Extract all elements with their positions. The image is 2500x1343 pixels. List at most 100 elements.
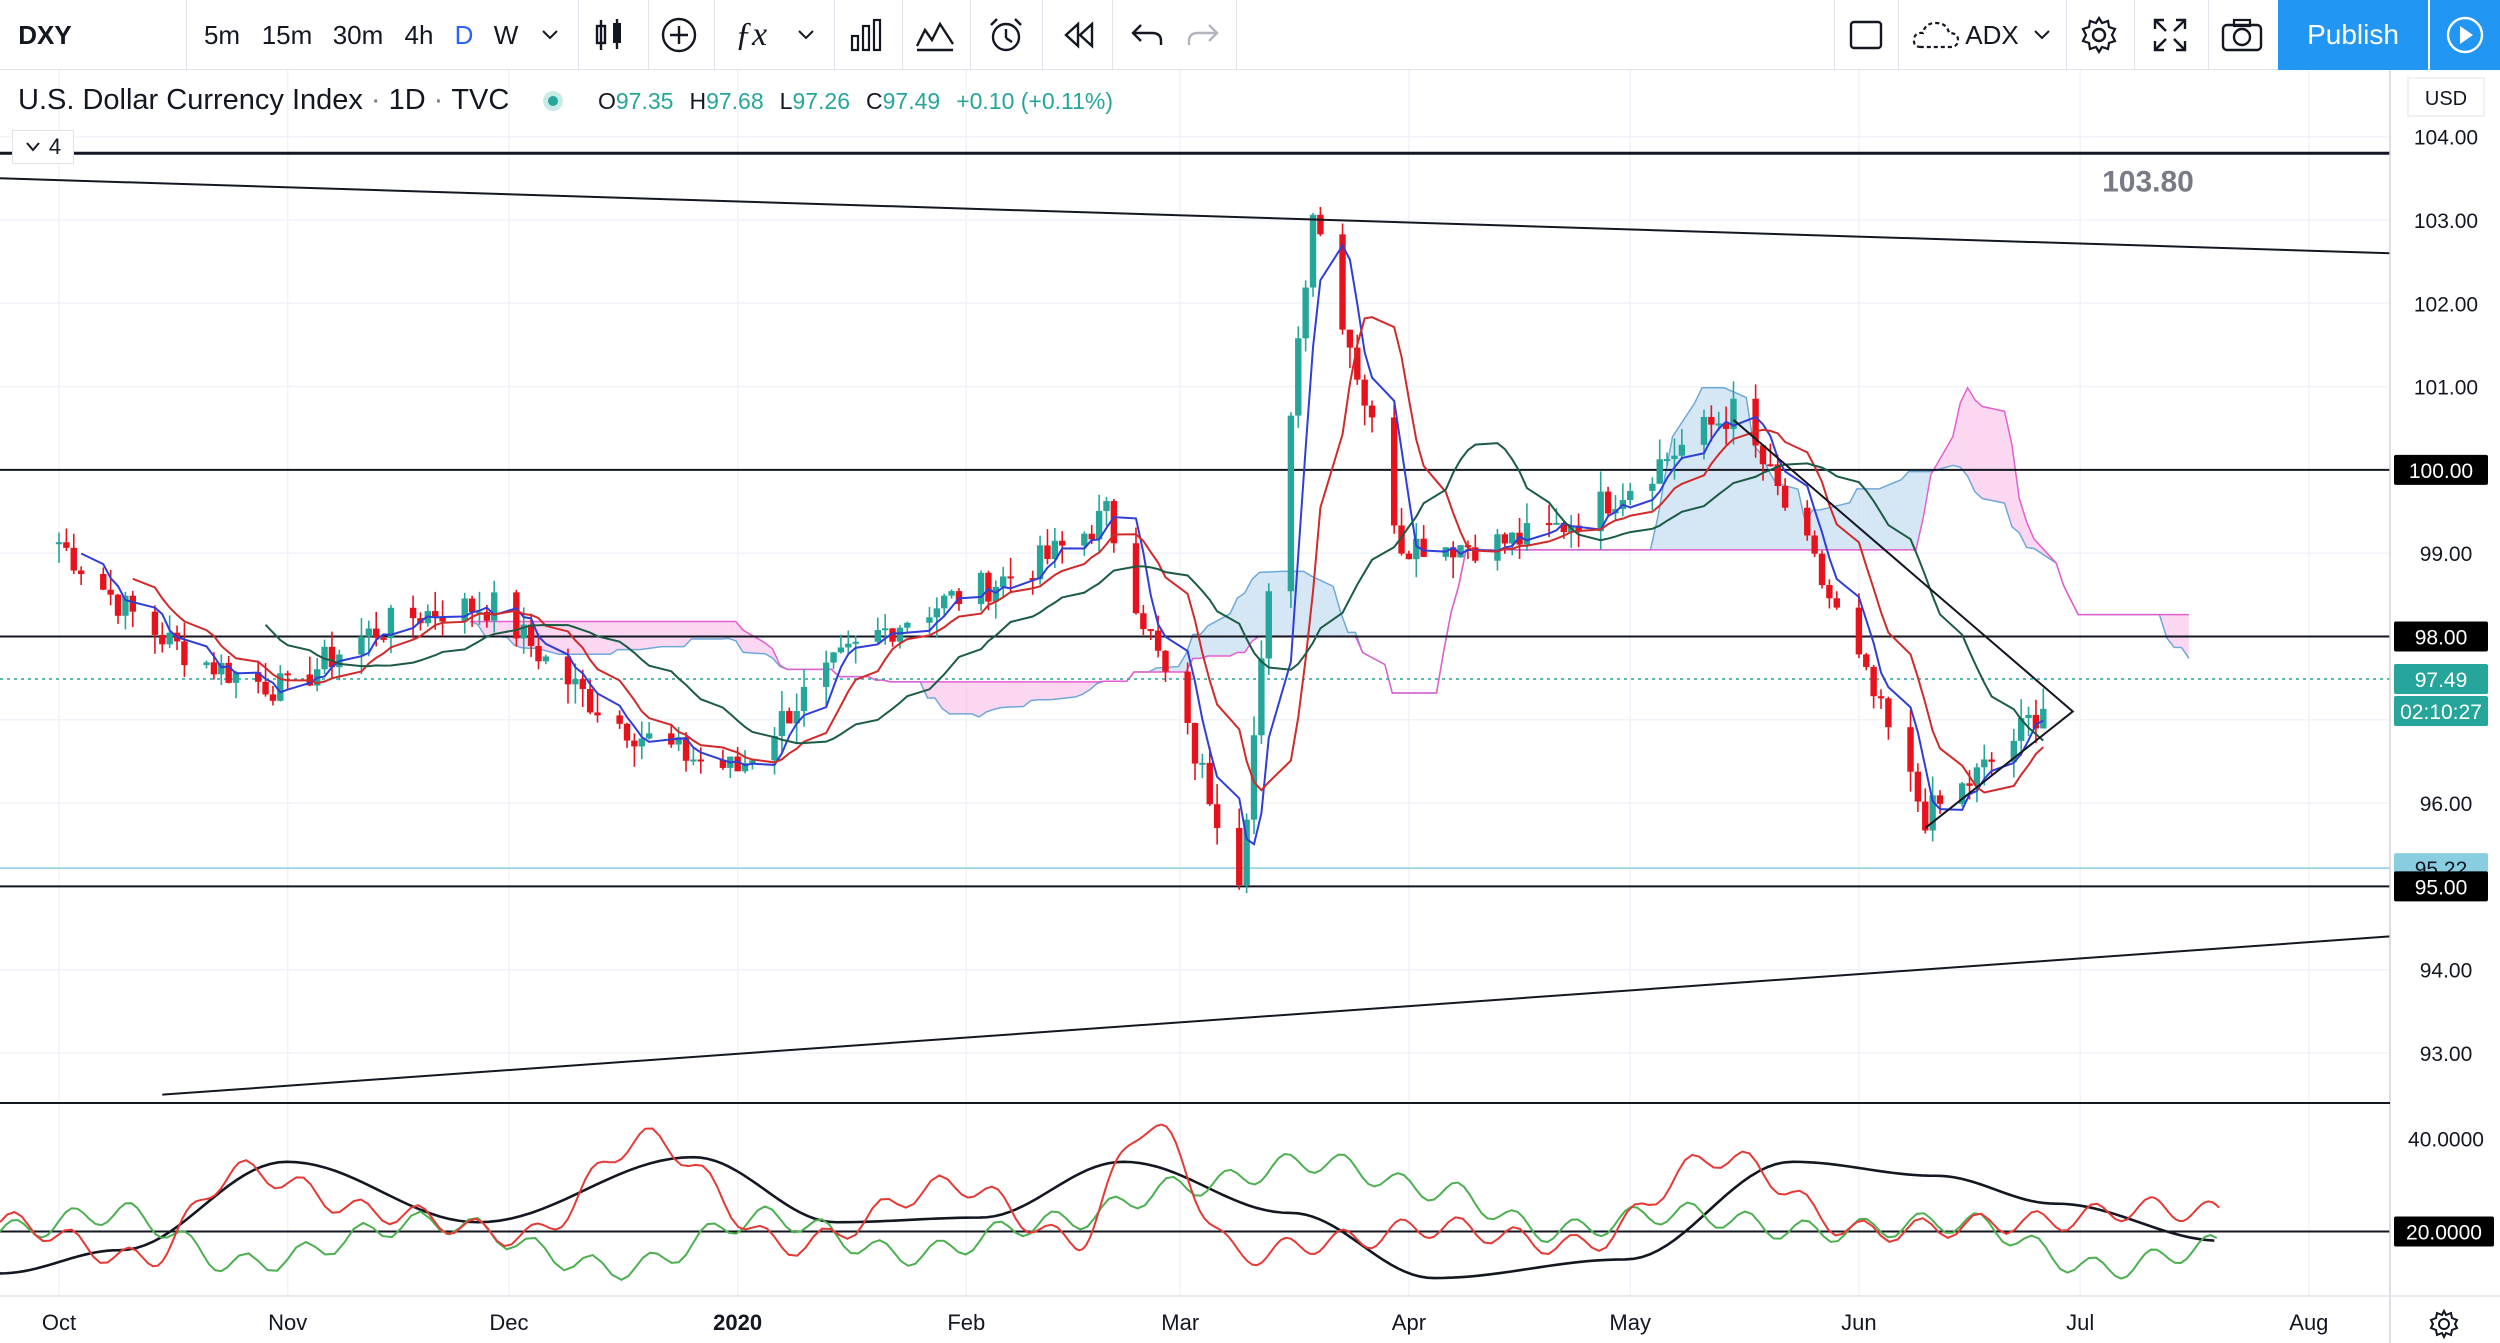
- candle-body: [468, 598, 476, 613]
- candle-body: [616, 715, 623, 724]
- alert-icon[interactable]: [978, 0, 1034, 70]
- price-label-bg: [2394, 871, 2488, 902]
- candle-body: [55, 542, 63, 545]
- candle-body: [1044, 545, 1051, 560]
- candle-body: [122, 595, 129, 616]
- play-icon[interactable]: [2430, 0, 2500, 70]
- price-axis[interactable]: 104.00 103.00 102.00 101.00 99.00 96.00 94.00 9…: [2408, 127, 2484, 1152]
- candle-body: [786, 711, 793, 724]
- symbol-search-button[interactable]: DXY: [18, 19, 72, 50]
- candle-body: [904, 622, 911, 628]
- candle-body: [564, 656, 572, 685]
- candle-body: [262, 681, 269, 695]
- divider: [1834, 0, 1835, 70]
- cloud-segment: [1333, 586, 1341, 637]
- layout-icon[interactable]: [1842, 0, 1890, 70]
- candle-body: [1730, 398, 1737, 429]
- indicators-icon[interactable]: ƒx: [734, 16, 768, 53]
- level-annotation: 103.80: [2102, 165, 2194, 198]
- cloud-segment: [676, 621, 685, 647]
- candle-body: [1671, 455, 1678, 460]
- cloud-segment: [1716, 387, 1725, 550]
- adx-level-label-bg: [2394, 1216, 2494, 1247]
- triangle-pattern: [1732, 419, 2075, 829]
- divider: [2134, 0, 2135, 70]
- currency-label: USD: [2425, 88, 2467, 110]
- candle-body: [151, 611, 159, 635]
- candle-body: [1885, 698, 1892, 728]
- interval-d[interactable]: D: [454, 19, 474, 50]
- cloud-segment: [1023, 681, 1031, 707]
- interval-w[interactable]: W: [493, 19, 519, 50]
- candle-body: [2025, 714, 2032, 719]
- camera-icon[interactable]: [2214, 0, 2270, 70]
- cloud-segment: [1311, 575, 1334, 637]
- candle-body: [586, 689, 594, 713]
- candle-body: [542, 656, 550, 662]
- candle-body: [114, 594, 122, 616]
- financials-icon[interactable]: [840, 0, 894, 70]
- templates-icon[interactable]: [908, 0, 962, 70]
- interval-15m[interactable]: 15m: [261, 19, 313, 50]
- cloud-segment: [610, 621, 618, 655]
- candle-body: [1863, 654, 1870, 667]
- adx-line: [0, 1155, 2215, 1280]
- divider: [2066, 0, 2067, 70]
- add-compare-icon[interactable]: [654, 0, 704, 70]
- cloud-segment: [2026, 521, 2034, 549]
- publish-button[interactable]: Publish: [2278, 0, 2428, 70]
- candle-body: [1059, 540, 1066, 546]
- cloud-segment: [2174, 614, 2182, 648]
- interval-30m[interactable]: 30m: [332, 19, 384, 50]
- time-axis[interactable]: Oct Nov Dec 2020 Feb Mar Apr May Jun Jul Aug: [42, 1310, 2329, 1335]
- senkou-a-line: [469, 387, 2190, 718]
- cloud-icon[interactable]: [1908, 0, 1964, 70]
- market-status-icon[interactable]: [543, 90, 564, 111]
- indicator-template-button[interactable]: ADX: [1965, 19, 2019, 50]
- dropdown-icon[interactable]: [532, 0, 568, 70]
- candle-body: [1907, 727, 1914, 772]
- candle-body: [365, 628, 373, 637]
- candle-body: [572, 679, 579, 685]
- countdown-bg: [2394, 695, 2488, 726]
- candles-icon[interactable]: [588, 0, 630, 70]
- interval-4h[interactable]: 4h: [404, 19, 434, 50]
- replay-icon[interactable]: [1054, 0, 1106, 70]
- candle-body: [1110, 501, 1118, 544]
- collapse-indicators-button[interactable]: 4: [12, 130, 74, 164]
- cloud-segment: [661, 621, 670, 647]
- dropdown-icon[interactable]: [788, 0, 824, 70]
- open-value: 97.35: [615, 88, 674, 114]
- fullscreen-icon[interactable]: [2144, 0, 2196, 70]
- cloud-segment: [971, 681, 980, 717]
- candle-body: [1545, 523, 1553, 526]
- minus_di-line: [0, 1123, 2220, 1268]
- interval-5m[interactable]: 5m: [203, 19, 241, 50]
- candle-body: [1516, 532, 1523, 545]
- candle-body: [926, 617, 933, 623]
- settings-icon[interactable]: [2074, 0, 2124, 70]
- undo-icon[interactable]: [1124, 0, 1170, 70]
- last-price-label: 97.49: [2415, 669, 2468, 692]
- cloud-segment: [713, 621, 721, 639]
- price-tick: 104.00: [2414, 127, 2478, 150]
- gear-icon[interactable]: [2429, 1308, 2459, 1340]
- cloud-segment: [1045, 681, 1053, 700]
- candle-body: [1036, 545, 1044, 580]
- redo-icon[interactable]: [1180, 0, 1226, 70]
- candle-body: [461, 598, 468, 622]
- candle-body: [682, 737, 690, 761]
- dropdown-icon[interactable]: [2024, 0, 2060, 70]
- cloud-segment: [1724, 387, 1747, 550]
- divider: [2208, 0, 2209, 70]
- candle-body: [1597, 491, 1604, 532]
- divider: [186, 0, 187, 70]
- cloud-segment: [1657, 475, 1666, 550]
- candle-body: [1870, 666, 1877, 697]
- candle-body: [1774, 464, 1781, 487]
- candle-body: [1922, 801, 1929, 831]
- candle-body: [1759, 445, 1767, 465]
- price-tick: 94.00: [2420, 960, 2473, 983]
- candle-body: [1708, 416, 1715, 425]
